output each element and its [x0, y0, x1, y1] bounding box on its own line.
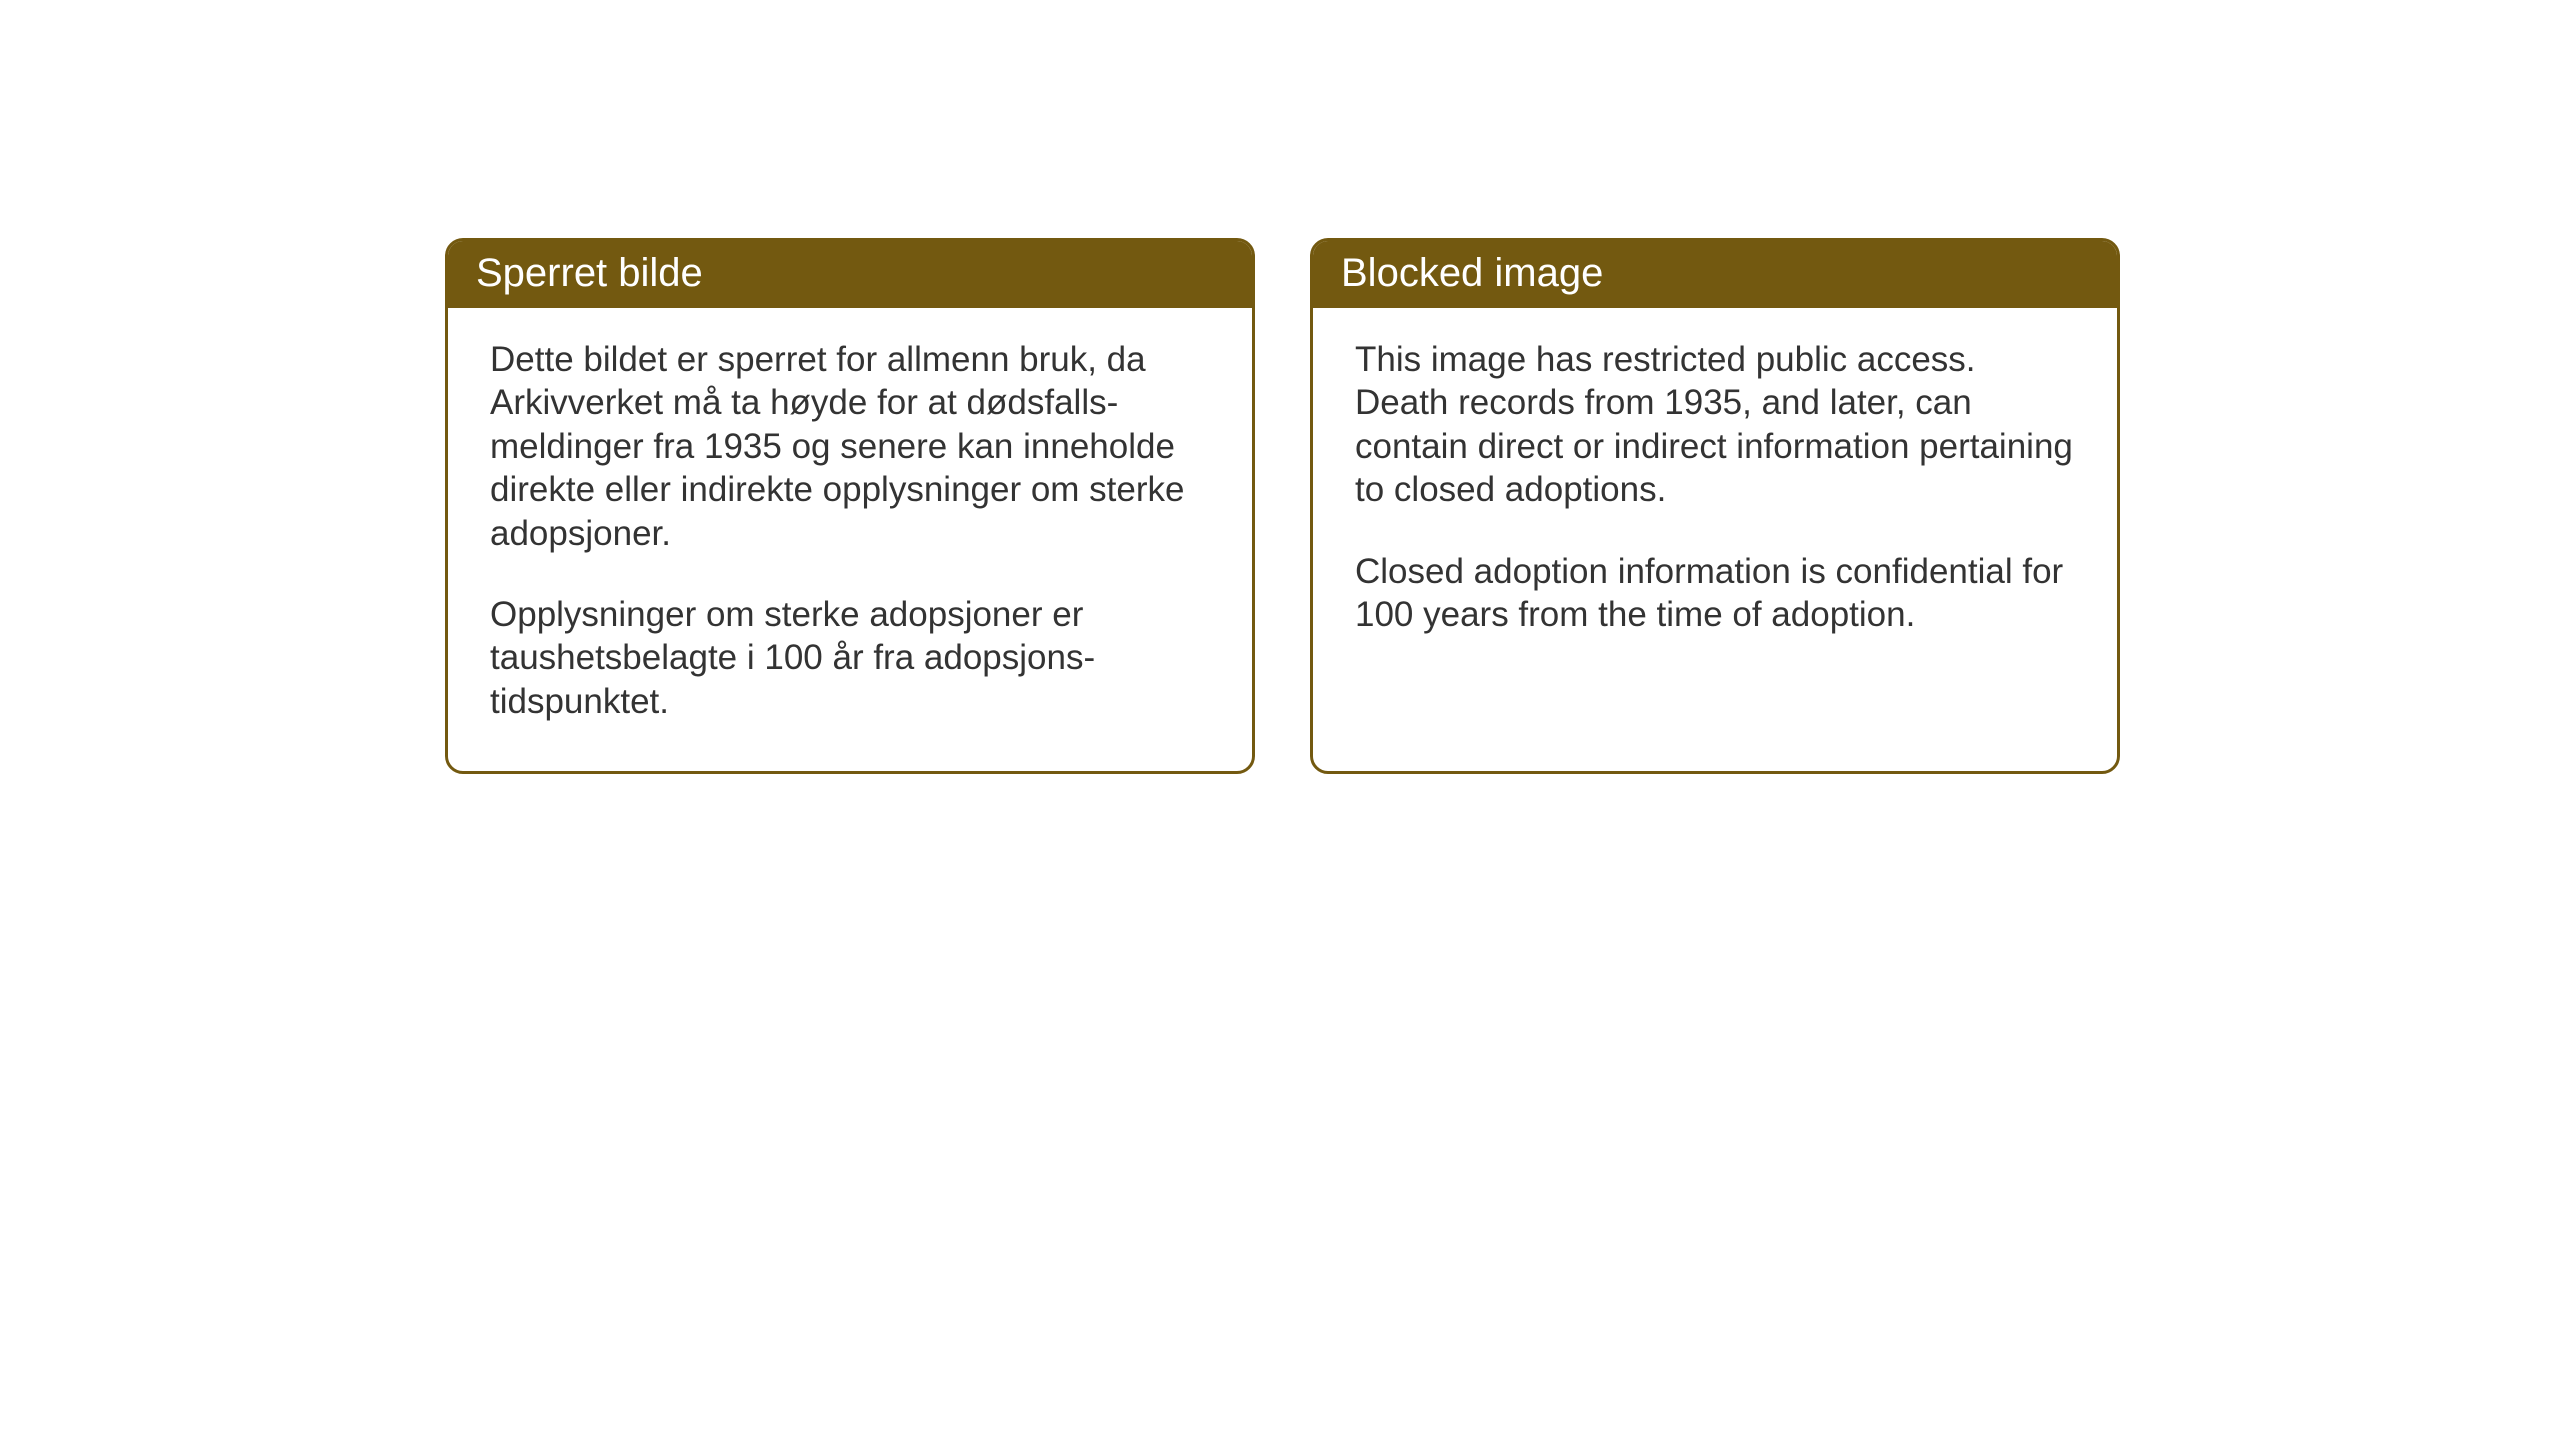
notice-paragraph-1-norwegian: Dette bildet er sperret for allmenn bruk…: [490, 338, 1210, 555]
notice-container: Sperret bilde Dette bildet er sperret fo…: [445, 238, 2120, 774]
notice-box-english: Blocked image This image has restricted …: [1310, 238, 2120, 774]
notice-title-norwegian: Sperret bilde: [476, 251, 703, 295]
notice-box-norwegian: Sperret bilde Dette bildet er sperret fo…: [445, 238, 1255, 774]
notice-body-norwegian: Dette bildet er sperret for allmenn bruk…: [448, 308, 1252, 771]
notice-body-english: This image has restricted public access.…: [1313, 308, 2117, 726]
notice-paragraph-2-norwegian: Opplysninger om sterke adopsjoner er tau…: [490, 593, 1210, 723]
notice-paragraph-1-english: This image has restricted public access.…: [1355, 338, 2075, 512]
notice-title-english: Blocked image: [1341, 251, 1603, 295]
notice-header-english: Blocked image: [1313, 241, 2117, 308]
notice-header-norwegian: Sperret bilde: [448, 241, 1252, 308]
notice-paragraph-2-english: Closed adoption information is confident…: [1355, 550, 2075, 637]
